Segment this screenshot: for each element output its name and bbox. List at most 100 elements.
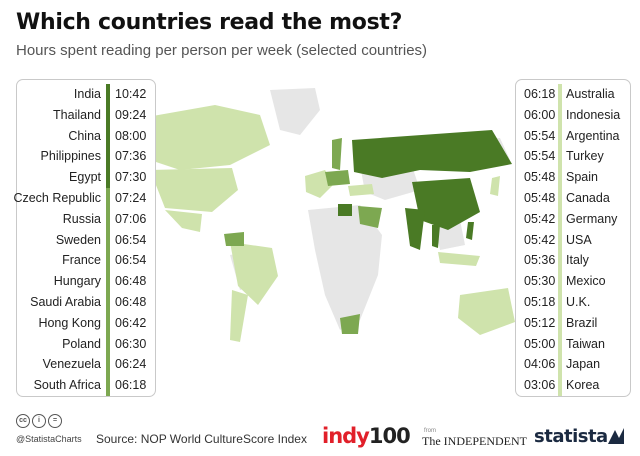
reading-time-value: 06:54 bbox=[115, 232, 147, 247]
indy100-logo[interactable]: indy100 bbox=[322, 424, 411, 448]
tier-color-bar bbox=[558, 250, 562, 272]
country-label: Korea bbox=[566, 378, 600, 393]
reading-time-value: 05:18 bbox=[524, 295, 556, 309]
ranking-row: Russia 07:06 bbox=[17, 208, 155, 230]
reading-time-value: 10:42 bbox=[115, 87, 147, 101]
ranking-row: Taiwan 05:00 bbox=[516, 333, 630, 355]
tier-color-bar bbox=[106, 188, 110, 209]
australia-shape bbox=[458, 288, 515, 335]
ranking-row: Spain 05:48 bbox=[516, 167, 630, 189]
ranking-row: Sweden 06:54 bbox=[17, 229, 155, 251]
statista-mark-icon bbox=[608, 428, 624, 444]
ranking-row: South Africa 06:18 bbox=[17, 375, 155, 397]
tier-color-bar bbox=[558, 125, 562, 147]
reading-time-value: 07:36 bbox=[115, 149, 147, 164]
license-icons: cc i = bbox=[16, 414, 62, 428]
tier-color-bar bbox=[106, 354, 110, 376]
country-label: Taiwan bbox=[566, 336, 605, 351]
argentina-shape bbox=[230, 290, 248, 342]
ranking-row: Argentina 05:54 bbox=[516, 125, 630, 147]
tier-color-bar bbox=[106, 333, 110, 355]
country-label: USA bbox=[566, 232, 592, 247]
ranking-row: Brazil 05:12 bbox=[516, 312, 630, 334]
ranking-row: Canada 05:48 bbox=[516, 188, 630, 209]
country-label: Egypt bbox=[69, 170, 101, 185]
tier-color-bar bbox=[558, 146, 562, 168]
reading-time-value: 05:00 bbox=[524, 336, 556, 351]
reading-time-value: 05:30 bbox=[524, 274, 556, 289]
tier-color-bar bbox=[558, 375, 562, 397]
country-label: China bbox=[68, 128, 101, 143]
creative-commons-icon[interactable]: cc bbox=[16, 414, 30, 428]
ranking-row: Korea 03:06 bbox=[516, 375, 630, 397]
tier-color-bar bbox=[106, 208, 110, 230]
tier-color-bar bbox=[558, 292, 562, 313]
indy-number: 100 bbox=[368, 424, 411, 448]
country-label: Saudi Arabia bbox=[30, 295, 101, 309]
tier-color-bar bbox=[106, 104, 110, 126]
indy-text: indy bbox=[322, 424, 370, 448]
reading-time-value: 03:06 bbox=[524, 378, 556, 393]
tier-color-bar bbox=[558, 333, 562, 355]
source-note: Source: NOP World CultureScore Index bbox=[96, 432, 307, 446]
africa-shape bbox=[308, 205, 382, 330]
country-label: U.K. bbox=[566, 295, 591, 309]
country-label: Germany bbox=[566, 211, 618, 226]
country-label: Argentina bbox=[566, 128, 620, 143]
reading-time-value: 05:42 bbox=[524, 211, 556, 226]
tier-color-bar bbox=[106, 146, 110, 168]
reading-time-value: 04:06 bbox=[524, 357, 556, 372]
reading-time-value: 05:48 bbox=[524, 191, 556, 205]
japan-shape bbox=[490, 176, 500, 196]
ranking-row: Germany 05:42 bbox=[516, 208, 630, 230]
map-light-green bbox=[130, 105, 515, 342]
mexico-shape bbox=[165, 210, 202, 232]
country-label: France bbox=[62, 253, 101, 268]
country-label: Japan bbox=[566, 357, 601, 372]
independent-logo[interactable]: The INDEPENDENT bbox=[422, 434, 527, 448]
ranking-row: Turkey 05:54 bbox=[516, 146, 630, 168]
attribution-icon[interactable]: i bbox=[32, 414, 46, 428]
right-ranking-panel: Australia 06:18 Indonesia 06:00 Argentina 05:… bbox=[515, 79, 631, 397]
country-label: Venezuela bbox=[42, 357, 101, 372]
country-label: Indonesia bbox=[566, 107, 621, 122]
tier-color-bar bbox=[106, 312, 110, 334]
country-label: Australia bbox=[566, 87, 615, 101]
ranking-row: Japan 04:06 bbox=[516, 354, 630, 376]
tier-color-bar bbox=[106, 229, 110, 251]
philippines-shape bbox=[466, 222, 474, 240]
ranking-row: Hong Kong 06:42 bbox=[17, 312, 155, 334]
tier-color-bar bbox=[106, 250, 110, 272]
tier-color-bar bbox=[106, 125, 110, 147]
reading-time-value: 06:54 bbox=[115, 253, 147, 268]
tier-color-bar bbox=[106, 271, 110, 293]
ranking-row: Poland 06:30 bbox=[17, 333, 155, 355]
reading-time-value: 06:30 bbox=[115, 336, 147, 351]
tier-color-bar bbox=[106, 84, 110, 105]
tier-color-bar bbox=[558, 208, 562, 230]
ranking-row: Indonesia 06:00 bbox=[516, 104, 630, 126]
canada-shape bbox=[130, 105, 270, 170]
reading-time-value: 07:30 bbox=[115, 170, 147, 185]
tier-color-bar bbox=[558, 84, 562, 105]
tier-color-bar bbox=[558, 354, 562, 376]
china-shape bbox=[412, 178, 480, 230]
ranking-row: China 08:00 bbox=[17, 125, 155, 147]
ranking-row: Thailand 09:24 bbox=[17, 104, 155, 126]
country-label: Spain bbox=[566, 170, 598, 185]
reading-time-value: 05:54 bbox=[524, 149, 556, 164]
sweden-shape bbox=[332, 138, 342, 170]
ranking-row: Mexico 05:30 bbox=[516, 271, 630, 293]
country-label: Sweden bbox=[55, 232, 101, 247]
no-derivatives-icon[interactable]: = bbox=[48, 414, 62, 428]
tier-color-bar bbox=[558, 104, 562, 126]
country-label: Hungary bbox=[53, 274, 101, 289]
country-label: Czech Republic bbox=[13, 191, 101, 205]
statista-handle[interactable]: @StatistaCharts bbox=[16, 434, 82, 444]
reading-time-value: 08:00 bbox=[115, 128, 147, 143]
russia-shape bbox=[352, 130, 512, 178]
reading-time-value: 05:48 bbox=[524, 170, 556, 185]
statista-logo[interactable]: statista bbox=[534, 426, 608, 447]
reading-time-value: 05:54 bbox=[524, 128, 556, 143]
country-label: Brazil bbox=[566, 315, 598, 330]
